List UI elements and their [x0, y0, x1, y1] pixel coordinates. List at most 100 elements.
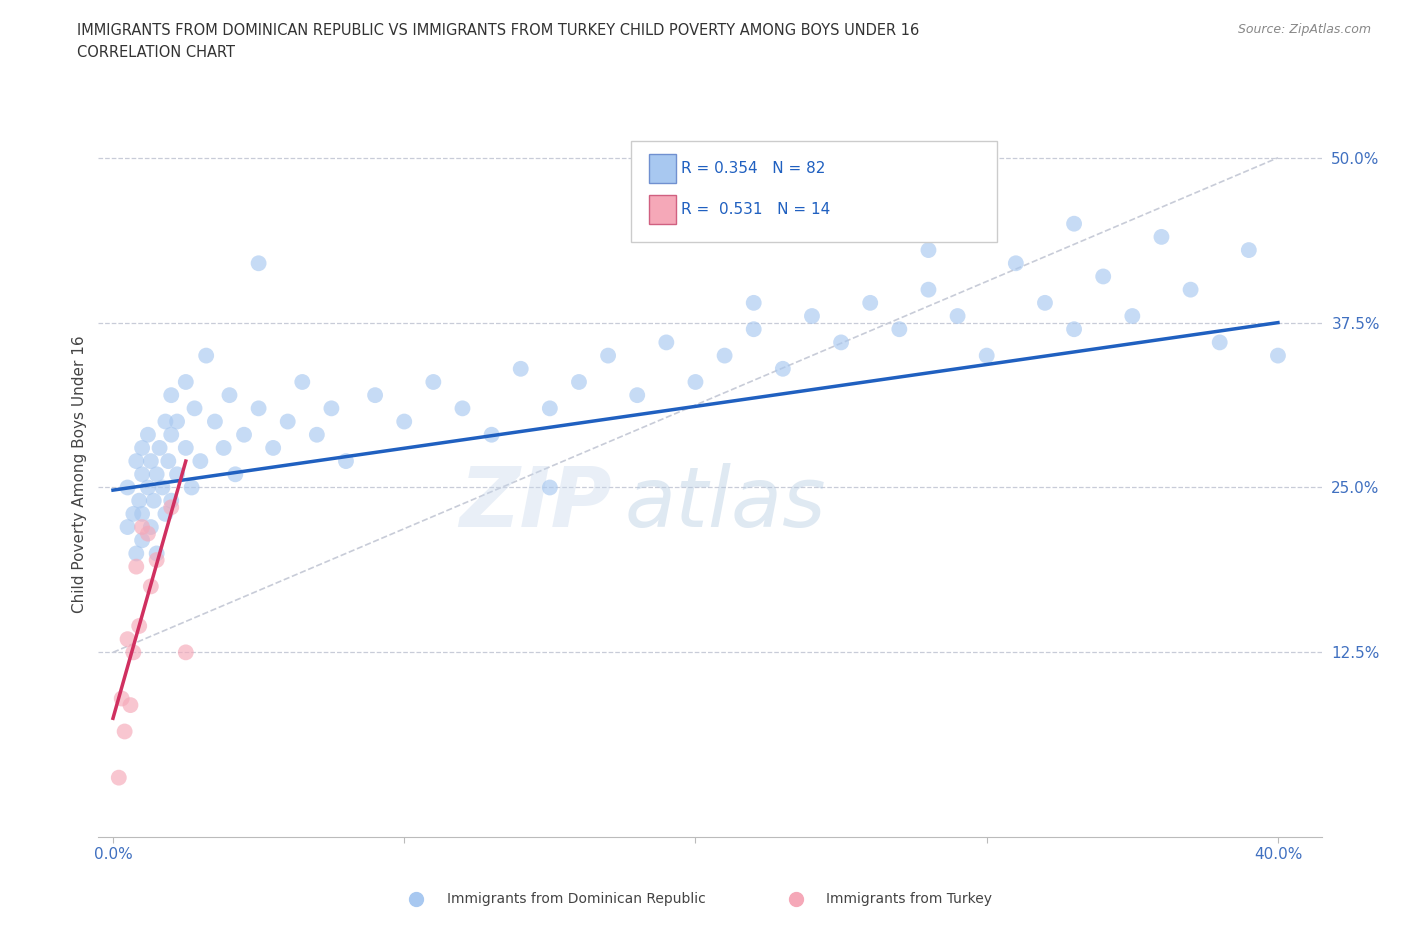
Point	[801, 309, 824, 324]
Point	[131, 507, 153, 522]
Point	[174, 375, 197, 390]
Point	[174, 441, 197, 456]
Point	[1267, 348, 1289, 363]
Point	[117, 631, 139, 646]
Point	[742, 296, 765, 311]
Point	[262, 441, 284, 456]
Point	[224, 467, 246, 482]
Point	[481, 427, 503, 442]
Point	[122, 507, 145, 522]
Point	[859, 296, 882, 311]
Text: Source: ZipAtlas.com: Source: ZipAtlas.com	[1237, 23, 1371, 36]
Text: atlas: atlas	[624, 463, 827, 544]
Point	[108, 770, 131, 785]
Text: Immigrants from Dominican Republic: Immigrants from Dominican Republic	[447, 892, 706, 906]
Point	[114, 724, 136, 739]
Point	[145, 546, 167, 561]
Point	[188, 454, 212, 469]
Point	[1180, 282, 1202, 297]
Point	[125, 454, 148, 469]
Point	[139, 520, 162, 535]
Point	[321, 401, 343, 416]
Text: R = 0.354   N = 82: R = 0.354 N = 82	[681, 161, 825, 176]
FancyBboxPatch shape	[648, 195, 676, 224]
FancyBboxPatch shape	[630, 140, 997, 242]
Text: Immigrants from Turkey: Immigrants from Turkey	[827, 892, 993, 906]
Point	[233, 427, 256, 442]
Point	[538, 401, 561, 416]
Point	[917, 243, 939, 258]
Point	[139, 579, 162, 594]
Point	[136, 526, 159, 541]
Point	[155, 507, 177, 522]
Point	[120, 698, 142, 712]
Point	[598, 348, 620, 363]
Text: R =  0.531   N = 14: R = 0.531 N = 14	[681, 202, 830, 217]
Point	[1237, 243, 1260, 258]
Point	[155, 414, 177, 429]
FancyBboxPatch shape	[648, 153, 676, 182]
Point	[180, 480, 202, 495]
Point	[1063, 217, 1085, 232]
Point	[772, 362, 794, 377]
Point	[117, 520, 139, 535]
Point	[145, 467, 167, 482]
Point	[111, 691, 134, 706]
Point	[394, 414, 416, 429]
Point	[145, 552, 167, 567]
Point	[685, 375, 707, 390]
Point	[160, 493, 183, 508]
Point	[125, 559, 148, 574]
Point	[451, 401, 474, 416]
Point	[742, 322, 765, 337]
Point	[1033, 296, 1056, 311]
Point	[149, 441, 172, 456]
Point	[335, 454, 357, 469]
Point	[247, 256, 270, 271]
Point	[157, 454, 180, 469]
Point	[946, 309, 969, 324]
Point	[204, 414, 226, 429]
Point	[655, 335, 678, 350]
Point	[509, 362, 531, 377]
Point	[277, 414, 299, 429]
Point	[830, 335, 852, 350]
Point	[568, 375, 591, 390]
Text: CORRELATION CHART: CORRELATION CHART	[77, 45, 235, 60]
Point	[136, 480, 159, 495]
Point	[626, 388, 648, 403]
Point	[247, 401, 270, 416]
Point	[160, 499, 183, 514]
Point	[538, 480, 561, 495]
Point	[1063, 322, 1085, 337]
Point	[160, 388, 183, 403]
Point	[183, 401, 205, 416]
Point	[1092, 269, 1115, 284]
Point	[1004, 256, 1026, 271]
Text: ZIP: ZIP	[460, 463, 612, 544]
Point	[1208, 335, 1232, 350]
Point	[364, 388, 387, 403]
Point	[174, 644, 197, 659]
Point	[131, 467, 153, 482]
Point	[917, 282, 939, 297]
Point	[976, 348, 998, 363]
Point	[218, 388, 240, 403]
Point	[859, 922, 882, 930]
Point	[131, 441, 153, 456]
Point	[117, 480, 139, 495]
Point	[122, 644, 145, 659]
Point	[166, 467, 188, 482]
Point	[136, 427, 159, 442]
Point	[160, 427, 183, 442]
Point	[422, 375, 444, 390]
Point	[889, 322, 911, 337]
Point	[305, 427, 328, 442]
Point	[713, 348, 735, 363]
Point	[1150, 230, 1173, 245]
Point	[212, 441, 235, 456]
Point	[152, 480, 174, 495]
Point	[128, 493, 150, 508]
Point	[128, 618, 150, 633]
Point	[1121, 309, 1143, 324]
